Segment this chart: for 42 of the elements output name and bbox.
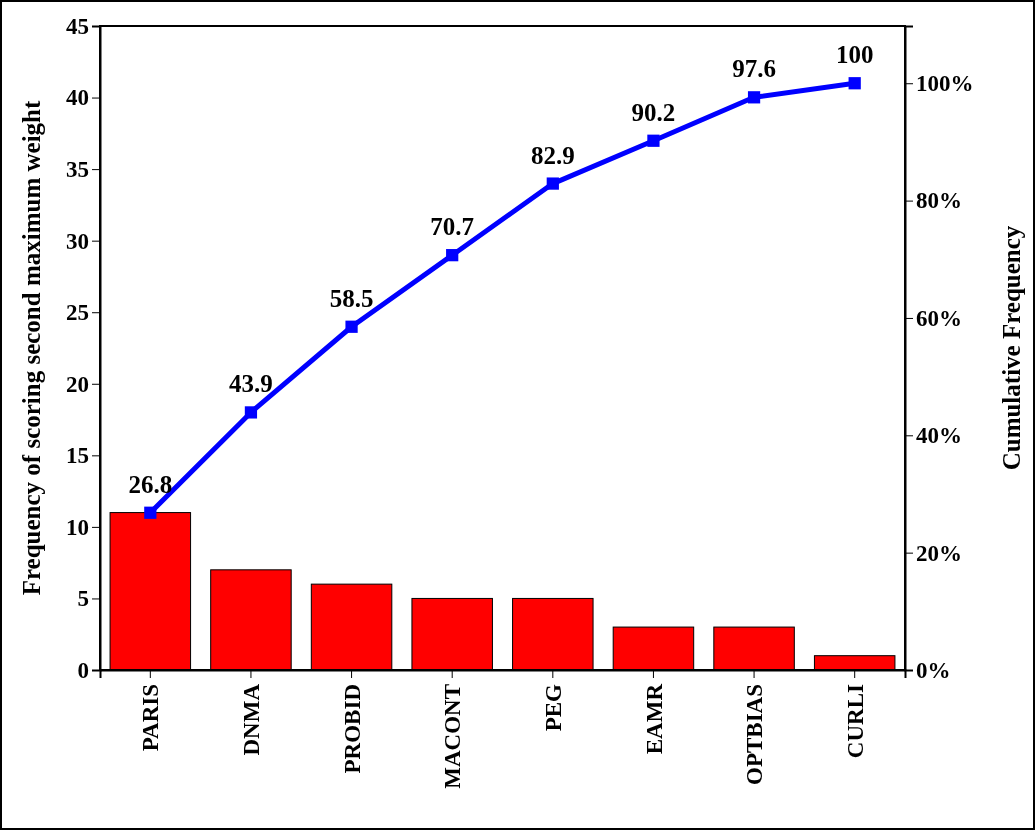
y-tick-label: 25: [66, 300, 89, 326]
y-tick-label: 45: [66, 13, 89, 39]
data-label: 97.6: [732, 55, 776, 83]
data-label: 90.2: [631, 98, 676, 126]
point: [144, 506, 157, 519]
point: [647, 134, 660, 147]
y-tick-label: 10: [66, 514, 89, 540]
y2-tick-label: 100%: [916, 71, 974, 97]
point: [747, 91, 761, 104]
x-tick-label: PARIS: [138, 684, 164, 752]
data-label: 82.9: [530, 141, 575, 169]
y-tick-label: 5: [77, 586, 89, 612]
y-tick-label: 20: [66, 371, 89, 397]
y-tick-label: 35: [66, 156, 89, 182]
x-tick-label: CURLI: [842, 683, 868, 759]
x-tick-label: PROBID: [339, 684, 365, 774]
y2-axis-title: Cumulative Frequency: [998, 225, 1025, 471]
y-tick-label: 30: [66, 228, 89, 254]
data-label: 43.9: [229, 370, 273, 398]
point: [848, 77, 861, 90]
point: [345, 320, 358, 333]
y2-tick-label: 0%: [916, 657, 951, 683]
y-tick-label: 15: [66, 443, 89, 469]
y2-tick-label: 20%: [916, 540, 962, 566]
data-label: 26.8: [128, 470, 173, 498]
data-label: 100: [835, 41, 874, 69]
x-tick-label: OPTBIAS: [742, 684, 768, 785]
point: [446, 249, 459, 262]
data-label: 70.7: [430, 213, 475, 241]
y2-tick-label: 60%: [916, 305, 962, 331]
data-label: 58.5: [329, 284, 374, 312]
x-tick-label: MACONT: [440, 684, 466, 789]
point: [546, 177, 559, 190]
y2-tick-label: 40%: [916, 423, 962, 449]
x-tick-label: EAMR: [641, 683, 667, 755]
y-tick-label: 0: [77, 657, 89, 683]
x-tick-label: DNMA: [238, 683, 264, 756]
y2-tick-label: 80%: [916, 188, 962, 214]
y-axis-title: Frequency of scoring second maximum weight: [18, 100, 45, 596]
y-tick-label: 40: [66, 85, 89, 111]
point: [244, 406, 258, 419]
x-tick-label: PEG: [540, 683, 566, 732]
